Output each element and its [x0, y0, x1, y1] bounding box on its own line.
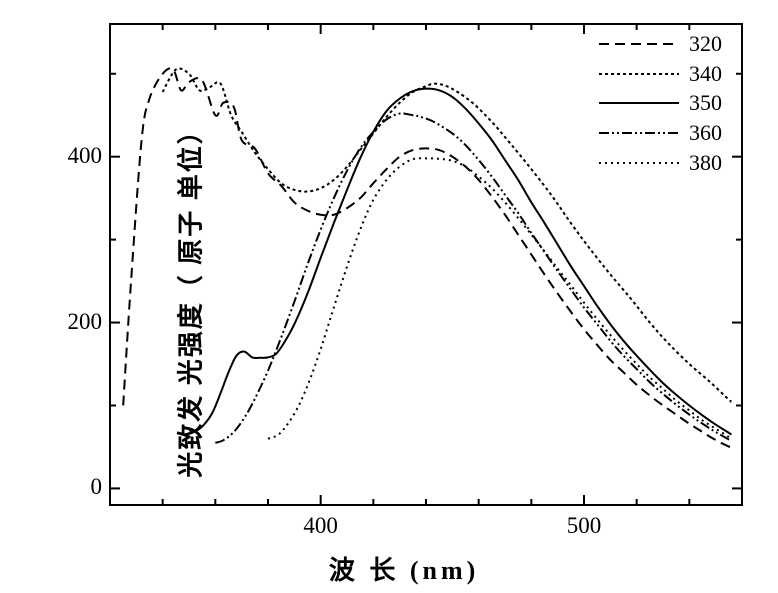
- legend-stroke-icon: [599, 65, 679, 83]
- legend-row: 380: [599, 148, 722, 178]
- x-axis-label: 波 长 (nm): [329, 550, 479, 587]
- legend-row: 320: [599, 29, 722, 59]
- legend-row: 340: [599, 59, 722, 89]
- legend-label: 360: [689, 118, 722, 148]
- chart-container: 光致发 光强度（ 原子 单位） 波 长 (nm) 320340350360380…: [0, 0, 778, 593]
- legend-stroke-icon: [599, 35, 679, 53]
- y-tick-label: 400: [52, 143, 102, 169]
- legend-row: 360: [599, 118, 722, 148]
- legend: 320340350360380: [591, 25, 730, 181]
- series-380: [268, 158, 731, 438]
- x-tick-label: 500: [554, 513, 614, 539]
- legend-stroke-icon: [599, 94, 679, 112]
- y-tick-label: 0: [52, 474, 102, 500]
- y-axis-label: 光致发 光强度（ 原子 单位）: [170, 116, 207, 478]
- legend-stroke-icon: [599, 154, 679, 172]
- legend-label: 380: [689, 148, 722, 178]
- legend-stroke-icon: [599, 124, 679, 142]
- y-tick-label: 200: [52, 309, 102, 335]
- legend-row: 350: [599, 88, 722, 118]
- legend-label: 340: [689, 59, 722, 89]
- x-tick-label: 400: [291, 513, 351, 539]
- legend-label: 350: [689, 88, 722, 118]
- legend-label: 320: [689, 29, 722, 59]
